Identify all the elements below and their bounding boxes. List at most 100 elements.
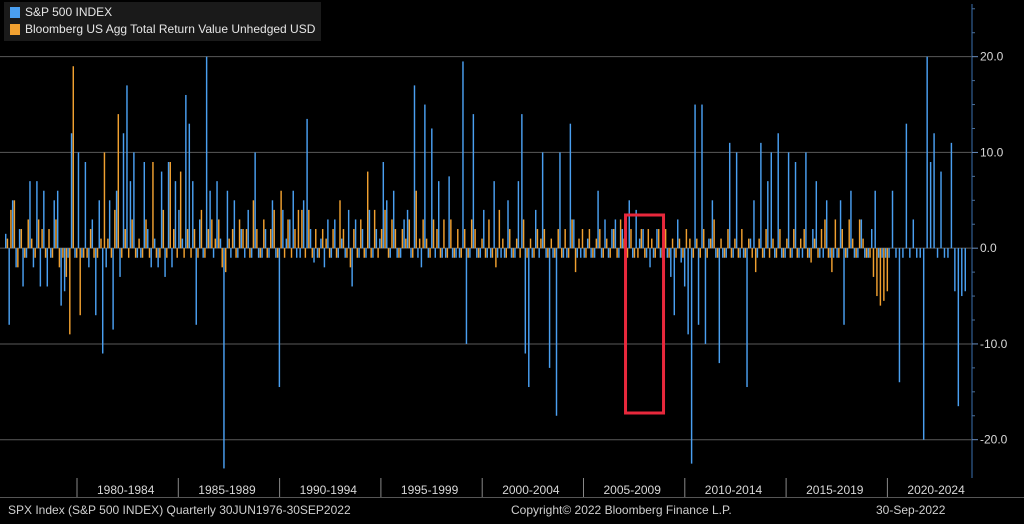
- bar-spx: [344, 248, 346, 258]
- bar-agg: [820, 229, 823, 249]
- bar-spx: [728, 142, 731, 249]
- bar-spx: [403, 219, 405, 249]
- bar-agg: [768, 248, 771, 258]
- bar-agg: [301, 209, 303, 249]
- bar-spx: [614, 219, 617, 249]
- footer-copyright: Copyright© 2022 Bloomberg Finance L.P.: [511, 503, 732, 517]
- bar-spx: [112, 248, 114, 330]
- bar-spx: [912, 219, 915, 249]
- bar-spx: [313, 248, 315, 263]
- bar-spx: [652, 248, 655, 258]
- bar-spx: [749, 238, 752, 249]
- bar-agg: [692, 248, 695, 258]
- bar-agg: [86, 248, 88, 258]
- bar-agg: [256, 229, 258, 249]
- bar-spx: [611, 229, 613, 249]
- bar-spx: [247, 209, 249, 249]
- bar-agg: [124, 229, 126, 249]
- bar-agg: [865, 248, 868, 258]
- bar-agg: [689, 238, 691, 249]
- bar-agg: [328, 248, 331, 258]
- bar-agg: [141, 248, 144, 258]
- bar-spx: [496, 248, 499, 258]
- bar-spx: [389, 248, 391, 258]
- bar-spx: [524, 248, 527, 354]
- bar-agg: [664, 229, 667, 249]
- bar-spx: [538, 248, 540, 258]
- bar-spx: [188, 123, 191, 249]
- bar-agg: [554, 248, 556, 258]
- bar-agg: [571, 219, 573, 249]
- bar-agg: [723, 248, 726, 258]
- bar-agg: [270, 229, 272, 249]
- bar-spx: [115, 190, 118, 249]
- bar-agg: [470, 219, 473, 249]
- bar-spx: [299, 248, 301, 258]
- bar-agg: [775, 248, 778, 258]
- bar-spx: [202, 248, 204, 258]
- bar-spx: [77, 152, 80, 249]
- bar-agg: [370, 248, 372, 258]
- bar-spx: [631, 248, 634, 258]
- bar-spx: [122, 133, 125, 249]
- bar-spx: [233, 200, 236, 249]
- bar-spx: [593, 248, 596, 258]
- bar-spx: [559, 152, 561, 249]
- bar-agg: [311, 248, 314, 258]
- y-tick-label: 0.0: [980, 241, 997, 255]
- bar-spx: [43, 190, 45, 249]
- bar-agg: [276, 248, 279, 258]
- bar-agg: [543, 229, 546, 249]
- bar-agg: [592, 248, 594, 258]
- bar-agg: [346, 248, 348, 258]
- bar-agg: [813, 238, 816, 249]
- bar-spx: [825, 200, 828, 249]
- bar-agg: [131, 219, 133, 249]
- bar-agg: [713, 219, 715, 249]
- bar-spx: [195, 248, 197, 325]
- bar-agg: [6, 238, 9, 249]
- bar-spx: [687, 248, 689, 335]
- bar-spx: [867, 248, 869, 258]
- bar-agg: [855, 248, 857, 258]
- bar-agg: [647, 229, 650, 249]
- bar-spx: [784, 248, 786, 258]
- bar-spx: [673, 248, 676, 316]
- bar-agg: [706, 248, 708, 258]
- bar-agg: [166, 248, 168, 258]
- bar-spx: [250, 248, 253, 258]
- bar-agg: [93, 248, 95, 258]
- bar-spx: [53, 200, 55, 249]
- bar-agg: [377, 248, 379, 258]
- bar-spx: [597, 190, 599, 249]
- bar-agg: [103, 152, 106, 249]
- bar-agg: [349, 248, 352, 268]
- bar-spx: [448, 176, 450, 249]
- bar-spx: [898, 248, 901, 383]
- bar-spx: [715, 248, 717, 258]
- bar-spx: [133, 152, 135, 249]
- bar-agg: [342, 229, 345, 249]
- bar-spx: [438, 181, 440, 249]
- bar-spx: [29, 181, 31, 249]
- bar-spx: [25, 248, 28, 258]
- bar-spx: [32, 248, 35, 268]
- bar-spx: [531, 248, 533, 258]
- bar-agg: [432, 219, 435, 249]
- bar-agg: [422, 219, 424, 249]
- bar-spx: [226, 190, 229, 249]
- bar-agg: [876, 248, 878, 297]
- bar-spx: [535, 209, 537, 249]
- legend-label-agg: Bloomberg US Agg Total Return Value Unhe…: [25, 22, 316, 36]
- bar-agg: [41, 229, 43, 249]
- bar-spx: [84, 162, 87, 249]
- bar-spx: [143, 162, 146, 249]
- bar-spx: [60, 248, 62, 306]
- bar-spx: [382, 162, 385, 249]
- bar-spx: [219, 238, 222, 249]
- bar-agg: [609, 248, 611, 258]
- bar-agg: [481, 238, 483, 249]
- bar-agg: [37, 219, 40, 249]
- bar-agg: [297, 209, 300, 249]
- bar-spx: [275, 248, 277, 258]
